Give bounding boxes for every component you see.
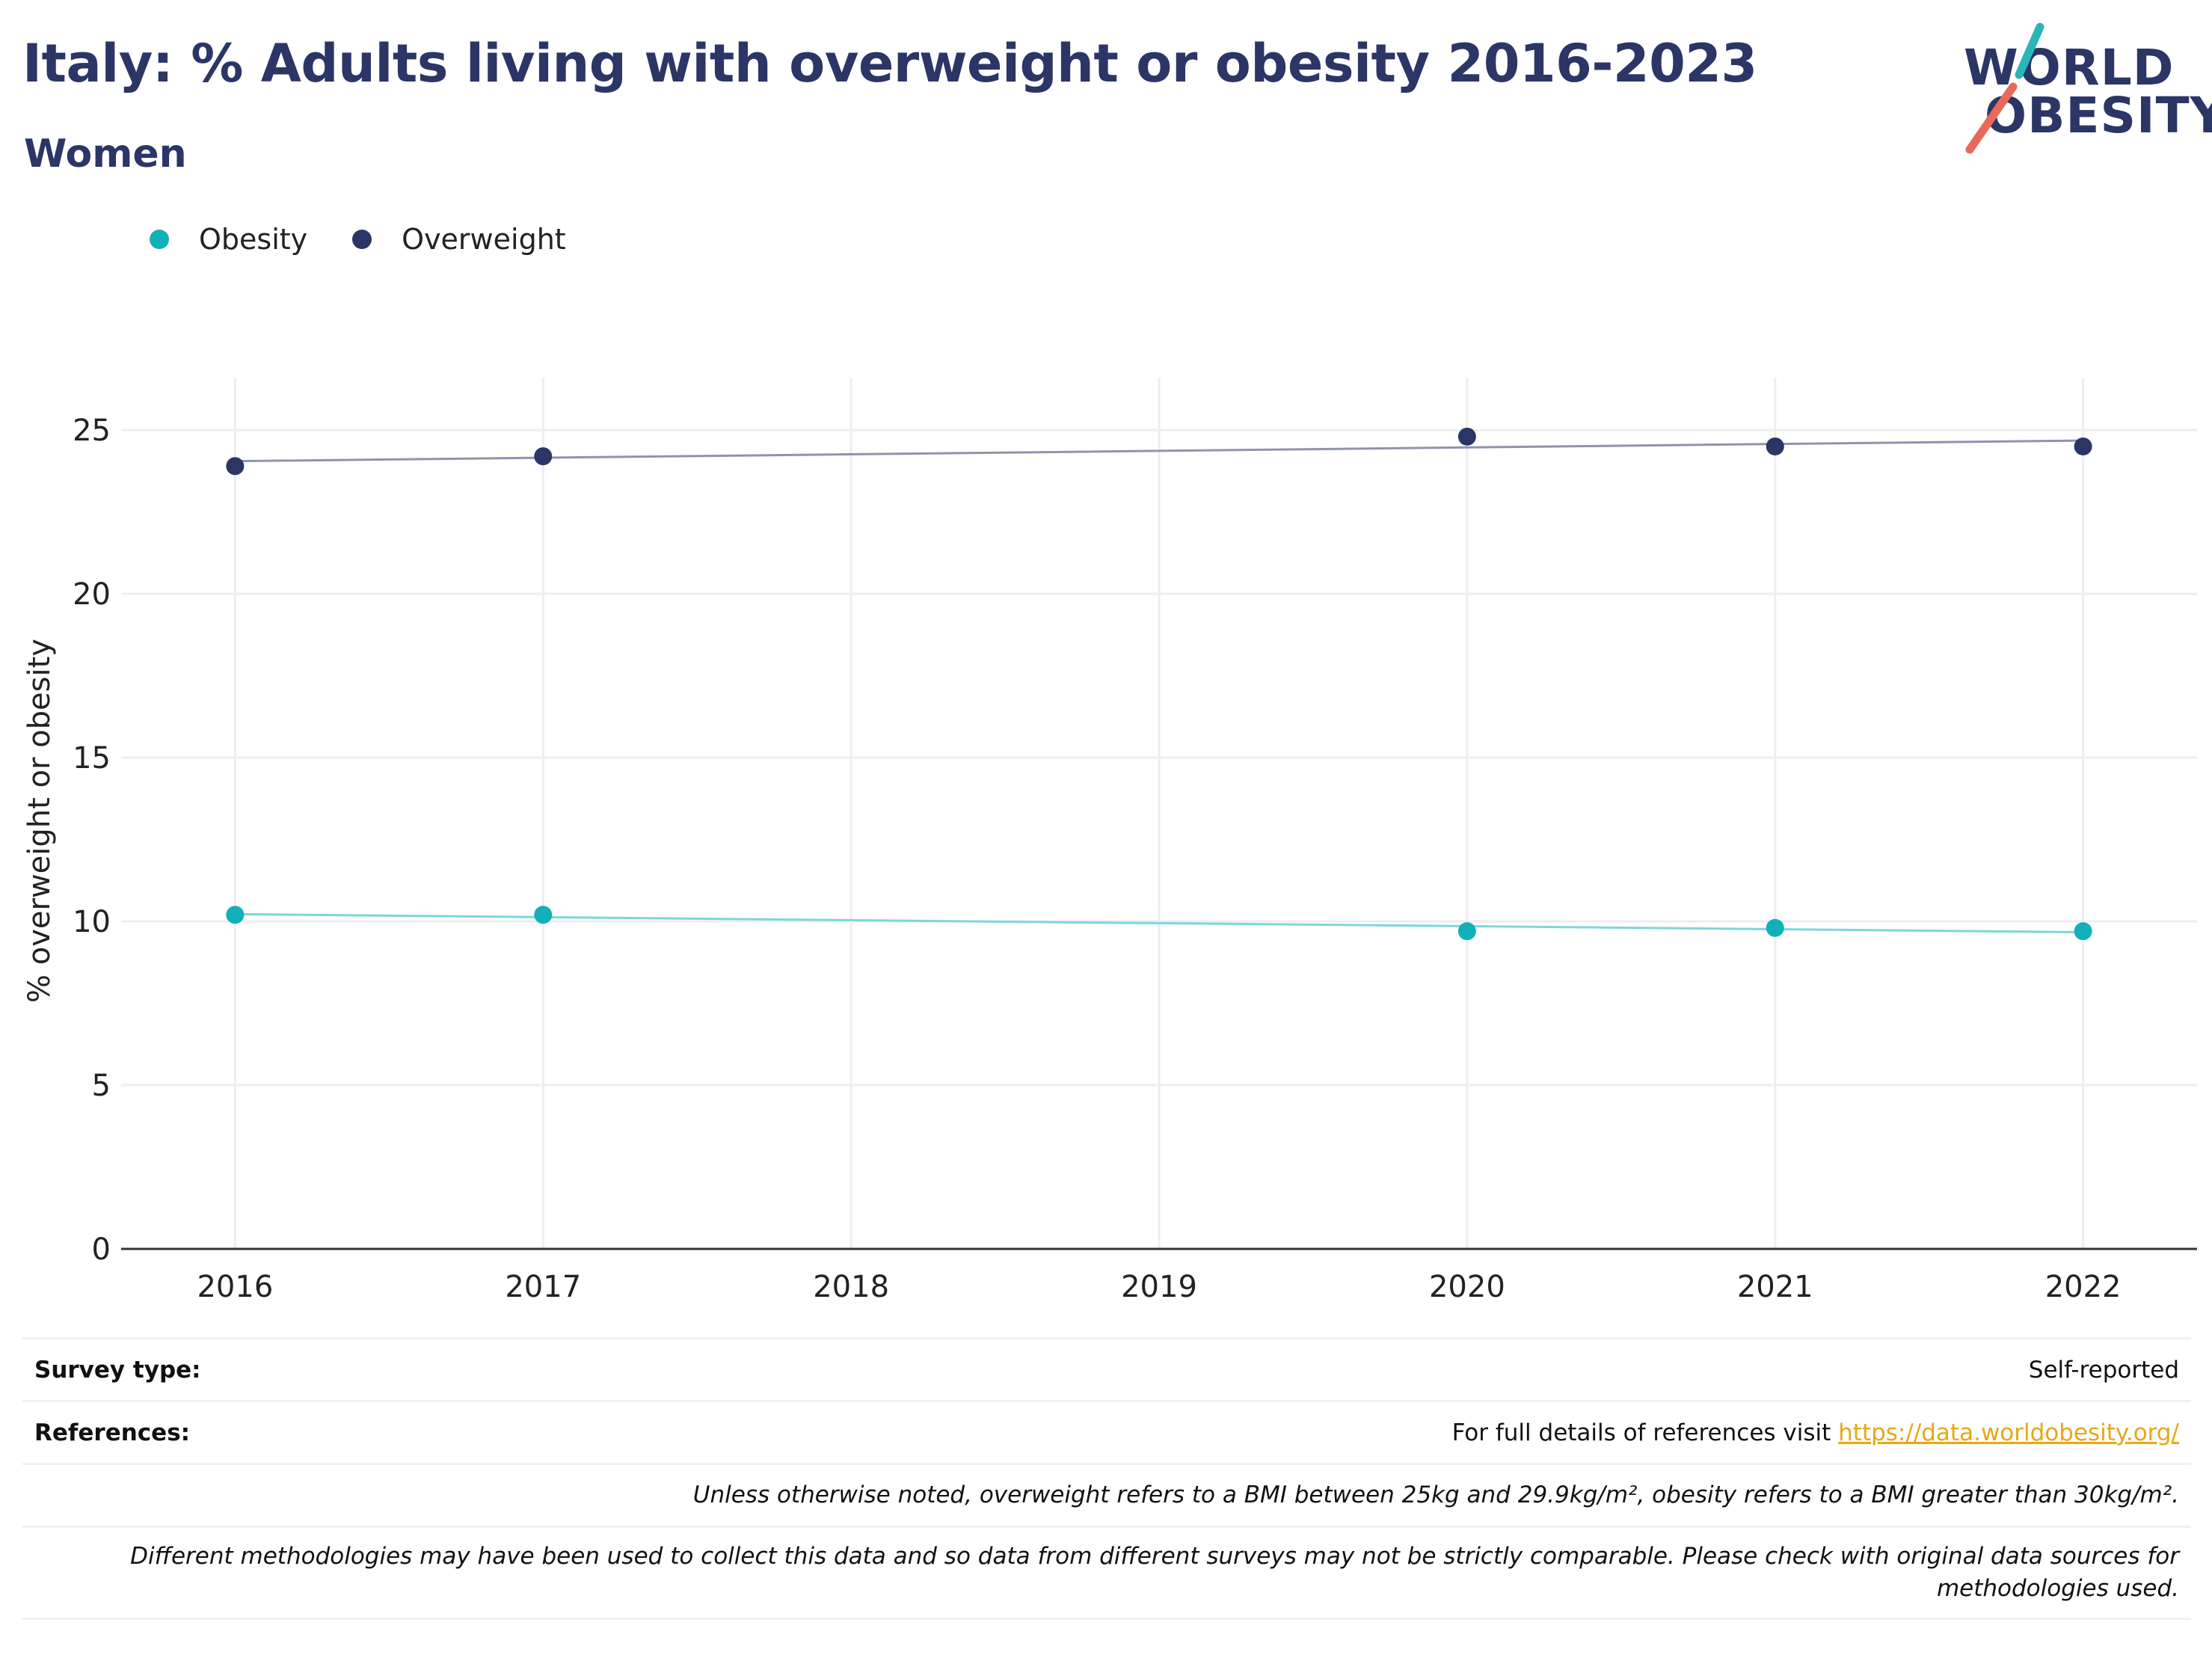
methods-note-row: Different methodologies may have been us… [22, 1526, 2191, 1620]
chart-footer: Survey type: Self-reported References: F… [22, 1337, 2191, 1620]
legend-marker-overweight [352, 230, 372, 249]
data-point-obesity [534, 906, 553, 924]
data-point-obesity [1457, 922, 1476, 941]
logo-line-1: WORLD [1964, 39, 2175, 96]
data-point-overweight [1457, 427, 1476, 446]
legend-label-obesity: Obesity [199, 223, 308, 256]
world-obesity-logo: WORLD OBESITY [1959, 22, 2212, 157]
x-tick-label: 2016 [197, 1270, 273, 1304]
y-axis-title: % overweight or obesity [22, 639, 57, 1003]
data-point-obesity [226, 906, 245, 924]
legend: Obesity Overweight [150, 223, 611, 256]
x-tick-label: 2018 [813, 1270, 889, 1304]
chart-subtitle: Women [24, 132, 187, 176]
x-tick-label: 2020 [1429, 1270, 1505, 1304]
line-chart: 2016 2017 2018 2019 2020 2021 2022 0 5 10 15 20 25 % … [22, 378, 2197, 1304]
y-tick-label: 15 [73, 741, 111, 776]
logo-slash-icon [1965, 22, 2044, 154]
survey-type-label: Survey type: [34, 1356, 201, 1384]
references-label: References: [34, 1419, 191, 1446]
references-link[interactable]: https://data.worldobesity.org/ [1838, 1419, 2179, 1446]
legend-label-overweight: Overweight [402, 223, 566, 256]
references-value: For full details of references visit htt… [1452, 1419, 2179, 1446]
references-row: References: For full details of referenc… [22, 1400, 2191, 1463]
y-tick-label: 20 [73, 577, 111, 612]
y-tick-label: 5 [92, 1069, 111, 1103]
chart-title: Italy: % Adults living with overweight o… [22, 33, 1757, 94]
legend-item-obesity[interactable]: Obesity [150, 223, 307, 256]
data-point-overweight [2074, 437, 2092, 455]
x-tick-label: 2019 [1121, 1270, 1197, 1304]
data-point-overweight [534, 447, 553, 466]
x-tick-label: 2017 [505, 1270, 581, 1304]
y-tick-label: 0 [92, 1232, 111, 1267]
survey-type-value: Self-reported [2028, 1356, 2179, 1384]
bmi-note: Unless otherwise noted, overweight refer… [692, 1481, 2179, 1508]
data-point-overweight [1766, 437, 1784, 455]
data-point-obesity [1766, 918, 1784, 937]
x-tick-label: 2021 [1737, 1270, 1813, 1304]
methods-note: Different methodologies may have been us… [130, 1542, 2179, 1602]
bmi-note-row: Unless otherwise noted, overweight refer… [22, 1463, 2191, 1526]
legend-item-overweight[interactable]: Overweight [352, 223, 566, 256]
legend-marker-obesity [150, 230, 169, 249]
y-tick-label: 10 [73, 905, 111, 939]
data-point-obesity [2074, 922, 2092, 941]
logo-line-2: OBESITY [1985, 87, 2212, 144]
x-tick-label: 2022 [2045, 1270, 2122, 1304]
y-tick-label: 25 [73, 414, 111, 448]
references-text: For full details of references visit [1451, 1419, 1839, 1446]
survey-type-row: Survey type: Self-reported [22, 1337, 2191, 1400]
data-point-overweight [226, 457, 245, 476]
